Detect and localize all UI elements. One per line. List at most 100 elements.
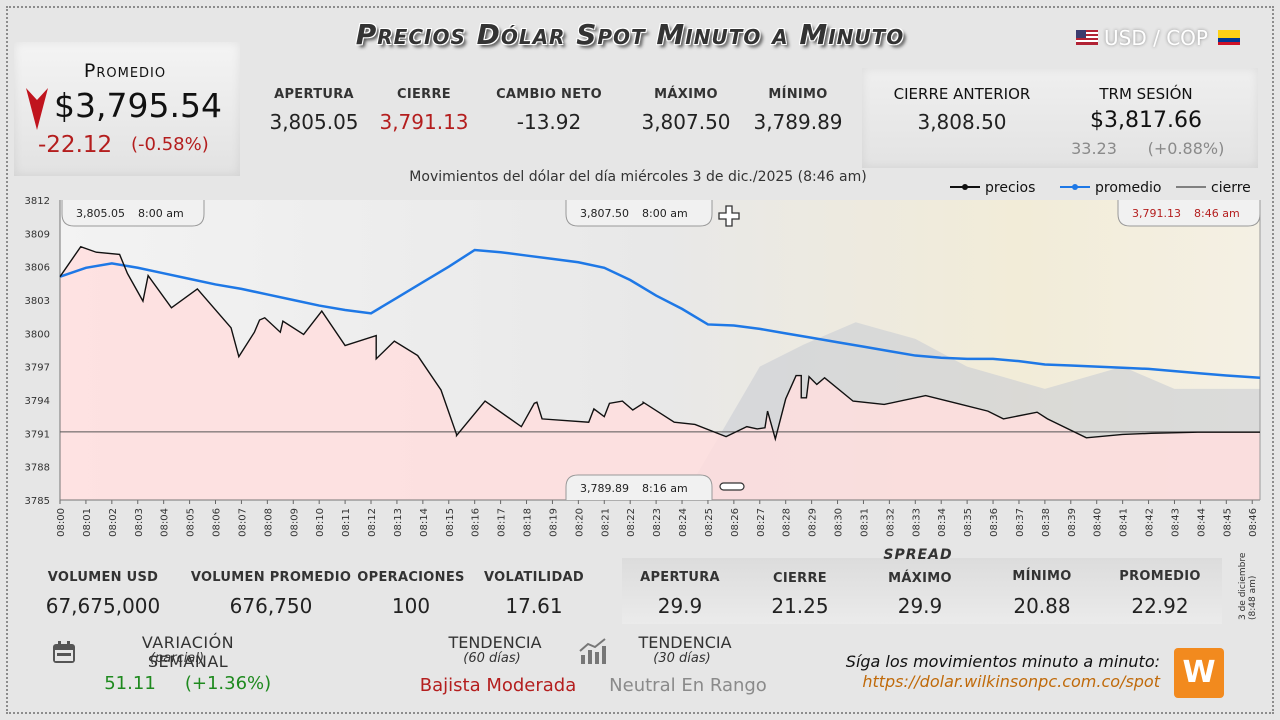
x-tick-9: 08:09 bbox=[289, 508, 300, 537]
y-tick-4: 3800 bbox=[25, 329, 50, 340]
variacion-sub: (parcial) bbox=[149, 651, 205, 666]
price-chart: 3812 3809 3806 3803 3800 3797 3794 3791 3788 3785… bbox=[25, 180, 1261, 537]
callout-time-0: 8:00 am bbox=[138, 207, 184, 220]
spread-panel bbox=[622, 558, 1222, 624]
x-tick-35: 08:35 bbox=[963, 508, 974, 537]
spread-value-4: 22.92 bbox=[1131, 594, 1189, 618]
x-tick-40: 08:40 bbox=[1093, 508, 1104, 537]
bottom-stat-value-0: 67,675,000 bbox=[45, 594, 161, 618]
bottom-stat-label-2: OPERACIONES bbox=[357, 570, 465, 585]
x-tick-45: 08:45 bbox=[1222, 508, 1233, 537]
wilkinson-logo[interactable]: W bbox=[1174, 648, 1224, 698]
x-tick-37: 08:37 bbox=[1015, 508, 1026, 537]
side-date: 3 de diciembre (8:48 am) bbox=[1238, 552, 1258, 620]
promedio-value: $3,795.54 bbox=[54, 86, 222, 125]
callout-value-0: 3,805.05 bbox=[76, 207, 125, 220]
stat-label-2: CAMBIO NETO bbox=[496, 87, 602, 102]
x-tick-8: 08:08 bbox=[263, 508, 274, 537]
trend-chart-icon bbox=[579, 638, 606, 664]
y-tick-1: 3809 bbox=[25, 229, 50, 240]
x-tick-31: 08:31 bbox=[859, 508, 870, 537]
x-tick-27: 08:27 bbox=[756, 508, 767, 537]
callout-0: 3,805.05 8:00 am bbox=[61, 200, 205, 227]
x-tick-2: 08:02 bbox=[108, 508, 119, 537]
trm-change-pct: (+0.88%) bbox=[1147, 139, 1225, 158]
callout-time-2: 8:46 am bbox=[1194, 207, 1240, 220]
callout-time-3: 8:16 am bbox=[642, 482, 688, 495]
x-tick-5: 08:05 bbox=[186, 508, 197, 537]
stat-label-4: MÍNIMO bbox=[768, 87, 828, 102]
callout-value-3: 3,789.89 bbox=[580, 482, 629, 495]
bottom-stat-label-0: VOLUMEN USD bbox=[47, 570, 159, 585]
bottom-stat-value-3: 17.61 bbox=[505, 594, 563, 618]
x-tick-42: 08:42 bbox=[1145, 508, 1156, 537]
x-tick-14: 08:14 bbox=[419, 508, 430, 537]
x-tick-19: 08:19 bbox=[548, 508, 559, 537]
stat-value-4: 3,789.89 bbox=[753, 110, 843, 134]
price-area-fill bbox=[60, 246, 1260, 500]
callout-3: 3,789.89 8:16 am bbox=[565, 474, 713, 500]
spread-label-2: MÁXIMO bbox=[888, 571, 952, 586]
crosshair-icon bbox=[718, 205, 740, 227]
bottom-stat-value-2: 100 bbox=[391, 594, 431, 618]
stat-value-1: 3,791.13 bbox=[379, 110, 469, 134]
series-promedio bbox=[59, 248, 1261, 380]
x-tick-11: 08:11 bbox=[341, 508, 352, 537]
chart-title: Movimientos del dólar del día miércoles … bbox=[409, 169, 867, 185]
y-tick-3: 3803 bbox=[25, 296, 50, 307]
callout-value-2: 3,791.13 bbox=[1132, 207, 1181, 220]
x-tick-43: 08:43 bbox=[1170, 508, 1181, 537]
x-tick-0: 08:00 bbox=[56, 508, 67, 537]
series-precios bbox=[59, 245, 1260, 442]
spread-value-3: 20.88 bbox=[1013, 594, 1071, 618]
x-tick-1: 08:01 bbox=[82, 508, 93, 537]
x-tick-20: 08:20 bbox=[574, 508, 585, 537]
tendencia30-value: Neutral En Rango bbox=[609, 675, 767, 696]
x-tick-21: 08:21 bbox=[600, 508, 611, 537]
legend-item-cierre: cierre bbox=[1176, 180, 1251, 196]
y-tick-5: 3797 bbox=[25, 363, 50, 374]
x-tick-3: 08:03 bbox=[134, 508, 145, 537]
x-tick-7: 08:07 bbox=[237, 508, 248, 537]
callout-2: 3,791.13 8:46 am bbox=[1117, 200, 1261, 227]
previous-close-value: 3,808.50 bbox=[917, 110, 1007, 134]
x-tick-12: 08:12 bbox=[367, 508, 378, 537]
spread-label-4: PROMEDIO bbox=[1119, 569, 1201, 584]
callout-box-3 bbox=[565, 474, 713, 500]
x-tick-29: 08:29 bbox=[808, 508, 819, 537]
x-tick-41: 08:41 bbox=[1119, 508, 1130, 537]
x-tick-17: 08:17 bbox=[497, 508, 508, 537]
callout-box-2 bbox=[1117, 200, 1261, 227]
legend-label-precios: precios bbox=[985, 180, 1035, 196]
pair-label: USD / COP bbox=[1104, 26, 1208, 50]
x-tick-36: 08:36 bbox=[989, 508, 1000, 537]
colombia-flag-icon bbox=[1218, 30, 1240, 45]
x-tick-38: 08:38 bbox=[1041, 508, 1052, 537]
x-tick-23: 08:23 bbox=[652, 508, 663, 537]
promedio-change-pct: (-0.58%) bbox=[131, 134, 209, 155]
x-tick-25: 08:25 bbox=[704, 508, 715, 537]
pill-icon bbox=[719, 482, 745, 491]
legend-item-precios: precios bbox=[950, 180, 1035, 196]
us-flag-icon bbox=[1076, 30, 1098, 45]
stat-value-3: 3,807.50 bbox=[641, 110, 731, 134]
legend-label-promedio: promedio bbox=[1095, 180, 1162, 196]
callout-1: 3,807.50 8:00 am bbox=[565, 200, 713, 227]
tendencia60-sub: (60 días) bbox=[463, 651, 521, 666]
trm-change: 33.23 bbox=[1071, 139, 1117, 158]
x-tick-15: 08:15 bbox=[445, 508, 456, 537]
x-tick-6: 08:06 bbox=[212, 508, 223, 537]
spread-value-2: 29.9 bbox=[897, 594, 943, 618]
page-title: Precios Dólar Spot Minuto a Minuto bbox=[355, 18, 905, 51]
variacion-pct: (+1.36%) bbox=[184, 673, 272, 694]
spread-value-1: 21.25 bbox=[771, 594, 829, 618]
x-tick-28: 08:28 bbox=[782, 508, 793, 537]
calendar-icon bbox=[53, 641, 75, 663]
x-tick-44: 08:44 bbox=[1196, 508, 1207, 537]
footer-link[interactable]: https://dolar.wilkinsonpc.com.co/spot bbox=[862, 672, 1160, 691]
footer-text: Síga los movimientos minuto a minuto: bbox=[845, 652, 1160, 671]
x-tick-13: 08:13 bbox=[393, 508, 404, 537]
x-tick-24: 08:24 bbox=[678, 508, 689, 537]
x-tick-18: 08:18 bbox=[523, 508, 534, 537]
